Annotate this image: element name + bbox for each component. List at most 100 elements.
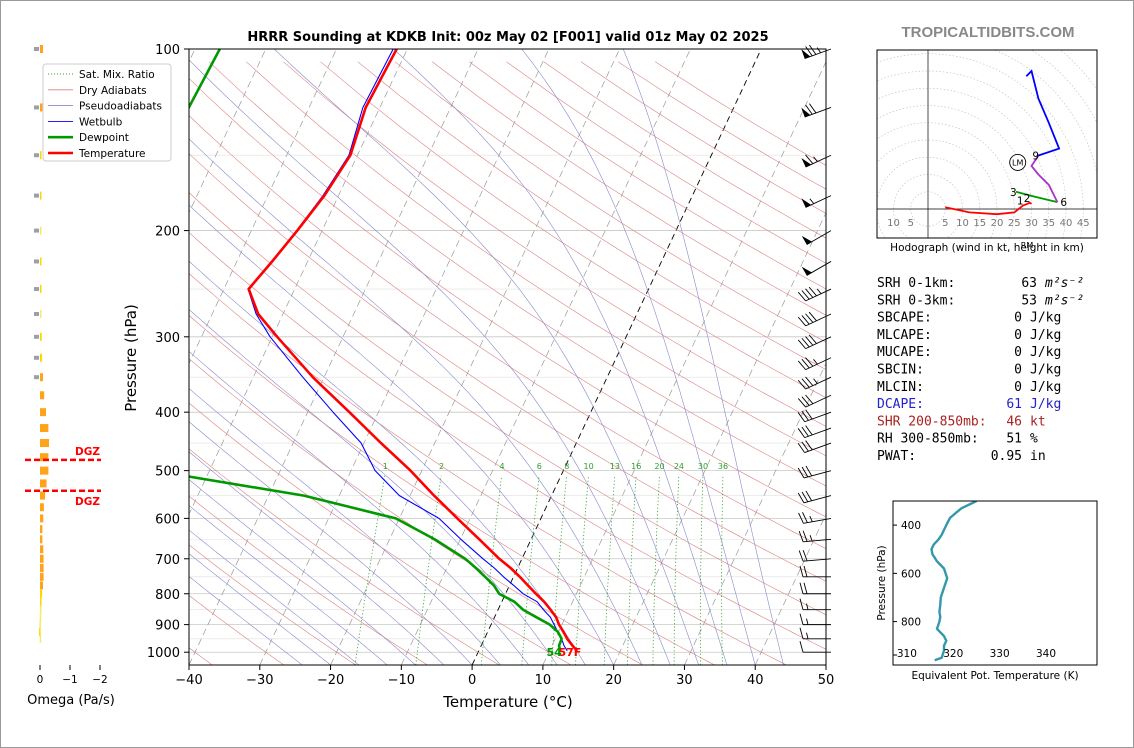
dry-adiabat-line: [208, 61, 826, 487]
omega-marker: [34, 312, 39, 317]
wind-barb: [797, 334, 832, 350]
wind-barb-full: [797, 316, 806, 327]
stat-label: PWAT:: [877, 449, 916, 464]
omega-marker: [34, 153, 39, 158]
wind-barb-full: [805, 336, 814, 346]
mixing-ratio-label: 6: [537, 462, 542, 471]
dry-adiabat-line: [189, 594, 285, 665]
isotherm-line: [754, 513, 826, 665]
wind-barb: [798, 512, 832, 524]
wind-barb-full: [801, 337, 810, 348]
omega-bar: [40, 45, 43, 53]
mixing-ratio-label: 30: [698, 462, 708, 471]
wind-barb-staff: [805, 336, 832, 350]
hodo-speed-label: 5: [942, 218, 948, 229]
omega-marker: [34, 375, 39, 380]
isotherm-line: [401, 49, 691, 665]
thetae-ytick-label: 800: [901, 617, 921, 629]
wind-barb-half: [813, 378, 818, 384]
stat-row: SRH 0-3km: 53 m²s⁻²: [877, 293, 1084, 308]
wind-barb-flag: [801, 49, 811, 59]
moist-adiabat-line: [189, 388, 501, 665]
thetae-xtick-label: 330: [990, 648, 1010, 660]
wind-barb: [798, 550, 832, 562]
surface-dewpoint-label: 54: [546, 646, 562, 659]
wind-barb-staff: [804, 427, 832, 439]
skewt-xtick-label: −20: [317, 673, 344, 688]
wind-barb-half: [806, 603, 809, 610]
skewt-plot-area: 1 2 4 6 8 10 13 16 20 24 30 36: [189, 49, 826, 665]
stat-row: MLCIN: 0 J/kg: [877, 380, 1061, 395]
isotherm-line: [542, 60, 826, 665]
wind-barb-flag: [801, 157, 812, 168]
stat-unit: %: [1030, 432, 1038, 447]
wind-barb-full: [808, 286, 817, 297]
moist-adiabat-line: [622, 49, 784, 665]
mixing-ratio-label: 8: [564, 462, 569, 471]
omega-bar: [40, 466, 49, 475]
isotherm-line: [613, 211, 826, 665]
moist-adiabat-line: [521, 49, 756, 665]
wind-barb-full: [805, 104, 813, 115]
omega-xtick-label: −2: [92, 674, 107, 686]
wind-barb: [799, 627, 831, 640]
wind-barb: [801, 103, 832, 118]
mixing-ratio-line: [415, 475, 442, 665]
stat-label: SBCIN:: [877, 363, 924, 378]
moist-adiabat-line: [189, 309, 558, 665]
wind-barb-full: [799, 641, 804, 653]
theta-e-ylabel: Pressure (hPa): [876, 545, 888, 620]
dry-adiabat-line: [189, 153, 826, 582]
wind-barb-full: [805, 409, 813, 420]
stat-label: RH 300-850mb:: [877, 432, 979, 447]
stats-block: SRH 0-1km: 63 m²s⁻² SRH 0-3km: 53 m²s⁻² SBCAPE…: [877, 276, 1084, 464]
skewt-xtick-label: 0: [468, 673, 476, 688]
stat-unit: J/kg: [1030, 363, 1061, 378]
skewt-ytick-label: 900: [155, 619, 180, 634]
omega-bar: [40, 554, 44, 563]
hodograph-panel: 1 23 6 9 LM 10 5 5 10 15 20 25 30 35 40 45 RM: [876, 49, 1098, 250]
wind-barb-flag: [801, 198, 812, 208]
wind-barb-flag: [801, 107, 811, 118]
wind-barb-half: [816, 288, 822, 294]
mixing-ratio-label: 13: [610, 462, 620, 471]
isotherm-line: [825, 664, 826, 665]
wind-barb-staff: [805, 288, 832, 302]
moist-adiabat-line: [189, 553, 331, 665]
omega-xtick-label: −1: [62, 674, 77, 686]
skewt-xtick-label: 10: [535, 673, 552, 688]
wind-barb-full: [805, 288, 814, 298]
stat-row: SBCAPE: 0 J/kg: [877, 311, 1061, 326]
wind-barb-half: [813, 156, 818, 162]
wind-barb-staff: [803, 538, 832, 543]
moist-adiabat-line: [189, 529, 360, 665]
stat-value: 0.95: [991, 449, 1022, 464]
wind-barb: [797, 425, 832, 439]
omega-bar: [40, 191, 42, 200]
hodo-speed-label: 35: [1042, 218, 1055, 229]
dry-adiabat-line: [394, 61, 826, 343]
legend-box: [42, 63, 172, 162]
wind-barb-staff: [805, 195, 832, 208]
wind-barb: [799, 641, 831, 653]
mixing-ratio-label: 16: [631, 462, 641, 471]
stat-row: RH 300-850mb: 51%: [877, 432, 1038, 447]
moist-adiabat-line: [189, 351, 529, 665]
wind-barb-staff: [804, 411, 832, 423]
wind-barb-full: [797, 398, 806, 408]
wind-barb: [797, 409, 832, 423]
wind-barb: [798, 530, 832, 543]
stat-label: MLCAPE:: [877, 328, 932, 343]
mixing-ratio-label: 1: [383, 462, 388, 471]
temperature-line: [247, 49, 579, 652]
omega-bar: [40, 103, 43, 112]
omega-bar: [40, 503, 44, 512]
omega-bar: [40, 605, 42, 614]
legend-label: Pseudoadiabats: [79, 101, 162, 113]
theta-e-line: [930, 501, 978, 662]
wind-barb-full: [809, 44, 817, 55]
wind-barb-full: [808, 311, 817, 322]
wind-barb-full: [805, 394, 814, 405]
wind-barb: [797, 286, 832, 302]
dry-adiabat-line: [189, 358, 643, 665]
